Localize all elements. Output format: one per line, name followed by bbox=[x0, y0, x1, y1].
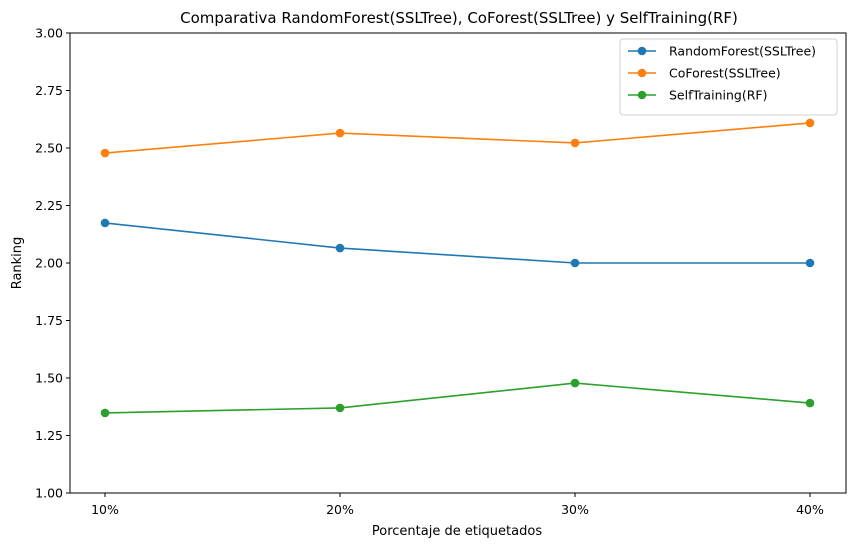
data-point bbox=[805, 118, 815, 128]
x-tick-label: 40% bbox=[796, 502, 824, 517]
series-line bbox=[104, 122, 811, 154]
data-point bbox=[335, 403, 345, 413]
data-point bbox=[570, 258, 580, 268]
legend: RandomForest(SSLTree) CoForest(SSLTree) Se… bbox=[619, 38, 838, 116]
y-tick-label: 1.00 bbox=[35, 486, 63, 501]
data-point bbox=[100, 408, 110, 418]
x-tick-label: 30% bbox=[561, 502, 589, 517]
data-point bbox=[100, 148, 110, 158]
series-line bbox=[104, 382, 811, 414]
legend-box bbox=[619, 38, 838, 116]
data-point bbox=[335, 243, 345, 253]
chart-title: Comparativa RandomForest(SSLTree), CoFor… bbox=[180, 9, 738, 27]
data-point bbox=[805, 258, 815, 268]
y-tick-label: 2.75 bbox=[35, 83, 63, 98]
y-tick-label: 2.50 bbox=[35, 141, 63, 156]
x-tick-label: 10% bbox=[91, 502, 119, 517]
legend-marker bbox=[637, 68, 647, 78]
data-point bbox=[335, 128, 345, 138]
legend-marker bbox=[637, 46, 647, 56]
y-tick-label: 3.00 bbox=[35, 26, 63, 41]
legend-marker bbox=[637, 90, 647, 100]
x-tick-label: 20% bbox=[326, 502, 354, 517]
y-tick-label: 1.25 bbox=[35, 428, 63, 443]
y-tick-label: 1.50 bbox=[35, 371, 63, 386]
x-axis-title: Porcentaje de etiquetados bbox=[372, 524, 542, 539]
axes-frame bbox=[69, 32, 847, 494]
y-tick-label: 2.25 bbox=[35, 198, 63, 213]
data-point bbox=[805, 398, 815, 408]
series-line bbox=[104, 222, 810, 264]
y-tick-label: 1.75 bbox=[35, 313, 63, 328]
legend-label: CoForest(SSLTree) bbox=[669, 66, 781, 81]
data-point bbox=[100, 218, 110, 228]
y-tick-label: 2.00 bbox=[35, 256, 63, 271]
plot-area: 1.00 1.25 1.50 1.75 2.00 2.25 2.50 2.75 3.00 10% 2… bbox=[35, 26, 847, 517]
data-point bbox=[570, 378, 580, 388]
y-axis-title: Ranking bbox=[10, 237, 25, 290]
data-point bbox=[570, 138, 580, 148]
legend-label: SelfTraining(RF) bbox=[669, 88, 767, 103]
legend-label: RandomForest(SSLTree) bbox=[669, 44, 816, 59]
